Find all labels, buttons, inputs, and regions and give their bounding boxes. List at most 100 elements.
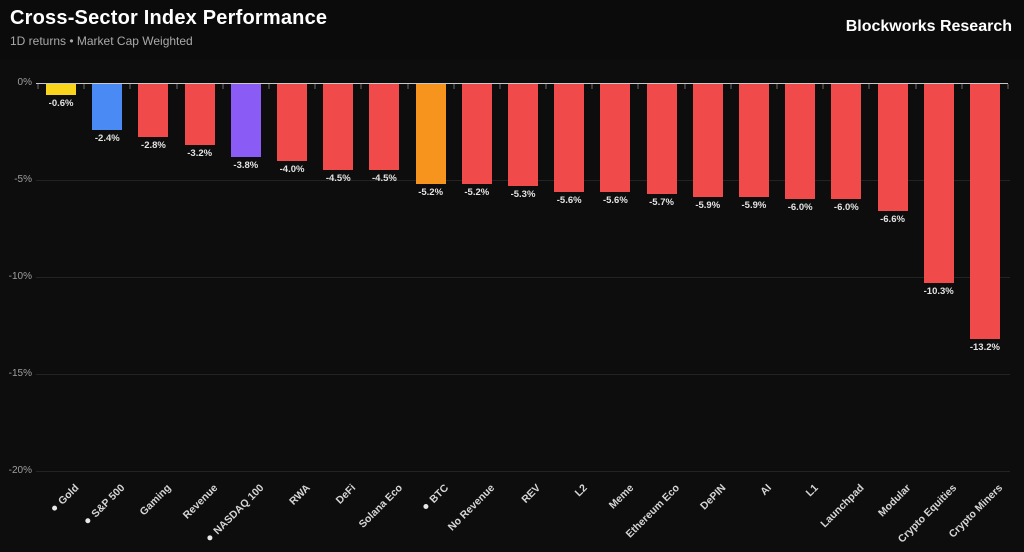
x-axis-label: DePIN (697, 482, 729, 513)
bar-value-label: -6.6% (880, 214, 905, 225)
bar (277, 84, 308, 161)
x-axis-label: Solana Eco (356, 482, 405, 531)
bar-value-label: -5.7% (649, 197, 674, 208)
benchmark-marker-dot (84, 517, 92, 525)
y-gridline (36, 277, 1010, 278)
x-axis-tick (267, 84, 270, 89)
x-axis-tick (83, 84, 86, 89)
bar (554, 84, 585, 192)
bar-value-label: -6.0% (833, 202, 859, 213)
x-axis-tick (1007, 84, 1009, 89)
x-axis-label: L1 (803, 482, 821, 500)
x-axis-tick (637, 84, 640, 89)
x-axis-tick (37, 84, 39, 89)
y-gridline (36, 374, 1010, 375)
bar (738, 84, 769, 197)
bar-value-label: -5.9% (695, 200, 721, 211)
bar (831, 84, 862, 199)
bar (969, 84, 1000, 339)
bar (369, 84, 400, 170)
bar (230, 84, 261, 157)
bar-value-label: -5.3% (510, 189, 536, 200)
chart-header: Cross-Sector Index Performance 1D return… (0, 0, 1024, 60)
x-axis-tick (868, 84, 871, 89)
x-axis-tick (914, 84, 917, 89)
y-axis-tick-label: -15% (8, 368, 32, 379)
bar-value-label: -6.0% (787, 202, 813, 213)
bar (184, 84, 215, 145)
bar (323, 84, 354, 170)
x-axis-label: BTC (420, 482, 451, 513)
bar (646, 84, 677, 194)
bar-value-label: -2.4% (94, 133, 120, 144)
bar (600, 84, 631, 192)
bar-value-label: -0.6% (48, 98, 74, 109)
x-axis-tick (960, 84, 963, 89)
x-axis-label: RWA (286, 482, 313, 508)
bar (138, 84, 169, 137)
x-axis-tick (545, 84, 548, 89)
x-axis-label: No Revenue (445, 482, 498, 534)
x-axis-tick (591, 84, 594, 89)
y-axis-tick-label: -20% (8, 465, 32, 476)
x-axis-tick (406, 84, 409, 89)
bar-value-label: -5.6% (602, 195, 628, 206)
bar (923, 84, 954, 283)
bar-value-label: -4.5% (372, 173, 397, 184)
x-axis-label: S&P 500 (83, 482, 128, 527)
bar (46, 84, 77, 95)
bar (461, 84, 492, 184)
x-axis-label: Meme (606, 482, 636, 512)
zero-axis-line (36, 83, 1008, 84)
x-axis-tick (776, 84, 779, 89)
x-axis-tick (822, 84, 825, 89)
x-axis-tick (360, 84, 363, 89)
chart-subtitle: 1D returns • Market Cap Weighted (10, 34, 193, 48)
header-titles: Cross-Sector Index Performance 1D return… (10, 7, 327, 48)
x-axis-tick (683, 84, 686, 89)
benchmark-marker-dot (422, 502, 430, 510)
bar (692, 84, 723, 197)
y-gridline (36, 471, 1010, 472)
x-axis-tick (314, 84, 317, 89)
y-axis-tick-label: -5% (14, 174, 32, 185)
bar-value-label: -5.6% (556, 195, 582, 206)
x-axis-tick (175, 84, 178, 89)
bar (785, 84, 816, 199)
bar-value-label: -5.2% (464, 187, 490, 198)
x-axis-tick (498, 84, 501, 89)
bar-value-label: -4.0% (279, 164, 305, 175)
x-axis-label: L2 (572, 482, 590, 500)
bar (877, 84, 908, 211)
bar (415, 84, 446, 184)
brand-logo: Blockworks Research (845, 18, 1012, 35)
x-axis-label: REV (519, 482, 544, 506)
x-axis-label: AI (758, 482, 775, 498)
bar (508, 84, 538, 186)
x-axis-label: Launchpad (818, 482, 867, 531)
benchmark-marker-dot (51, 504, 59, 512)
y-axis-tick-label: -10% (8, 271, 32, 282)
bar-value-label: -4.5% (325, 173, 351, 184)
bar-value-label: -13.2% (969, 342, 1000, 353)
x-axis-tick (129, 84, 132, 89)
x-axis-label: Modular (875, 482, 914, 520)
x-axis-label: DeFi (334, 482, 359, 507)
x-axis-label: Gaming (137, 482, 174, 519)
bar-value-label: -5.2% (418, 187, 444, 198)
y-axis-tick-label: 0% (17, 77, 32, 88)
bar-value-label: -10.3% (923, 286, 954, 297)
bar-value-label: -3.8% (233, 160, 259, 171)
benchmark-marker-dot (206, 534, 214, 542)
x-axis-label: Gold (49, 482, 82, 514)
x-axis-tick (452, 84, 455, 89)
x-axis-tick (729, 84, 732, 89)
bar-value-label: -3.2% (187, 148, 213, 159)
bar-value-label: -5.9% (741, 200, 767, 211)
page-title: Cross-Sector Index Performance (10, 7, 328, 29)
x-axis-label: Revenue (180, 482, 221, 522)
bar-value-label: -2.8% (141, 140, 166, 151)
bar (92, 84, 123, 130)
